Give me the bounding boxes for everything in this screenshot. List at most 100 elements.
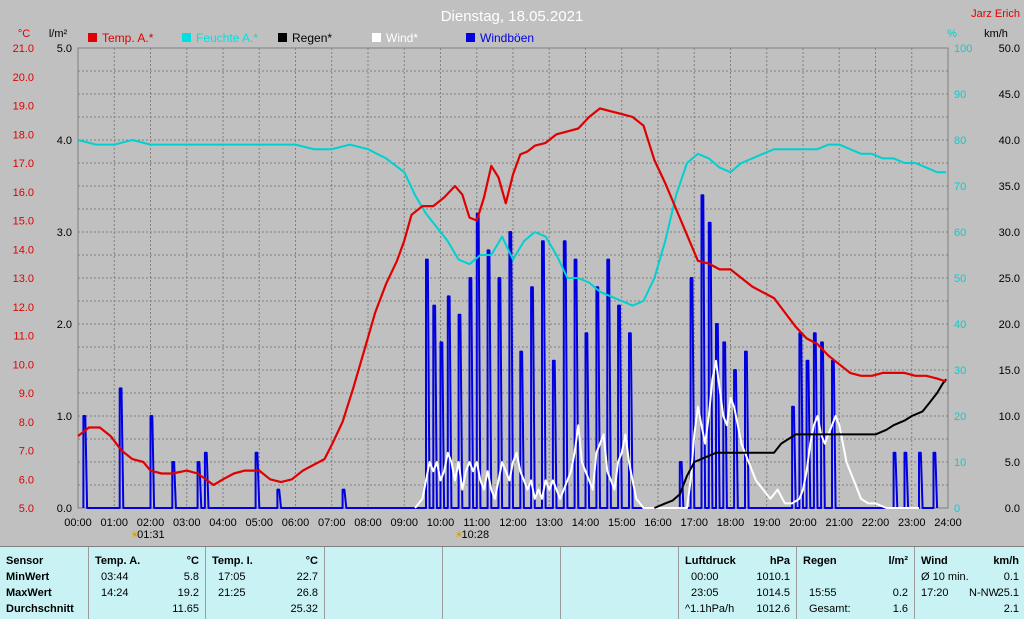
temp-tick-label: 7.0 [19,446,34,458]
wind-tick-label: 35.0 [999,181,1020,193]
sensor-header: Sensor [6,555,44,567]
stats-col-rain: Regen l/m² 15:55 0.2 Gesamt: 1.6 [796,547,914,619]
temp-tick-label: 8.0 [19,417,34,429]
wind-max-value: 25.1 [997,587,1019,599]
legend-swatch-temp-a [88,33,97,42]
x-tick-label: 07:00 [318,517,346,529]
stats-panel: Sensor MinWert MaxWert Durchschnitt Temp… [0,546,1024,619]
marker-icon: ☀ [130,530,139,541]
temp-a-average: 11.65 [172,603,199,615]
chart-series [77,107,947,509]
wind-average: 2.1 [1003,603,1019,615]
temp-tick-label: 21.0 [13,43,34,55]
chart-title: Dienstag, 18.05.2021 [441,8,584,25]
rain-tick-label: 0.0 [57,503,72,515]
humidity-tick-label: 10 [954,457,966,469]
x-tick-label: 18:00 [717,517,745,529]
temp-tick-label: 13.0 [13,273,34,285]
temp-a-unit: °C [186,555,199,567]
stats-col-empty-2 [442,547,560,619]
legend-label-feuchte-a: Feuchte A.* [196,31,258,45]
series-line-temp-a [77,107,947,487]
x-tick-label: 11:00 [463,517,490,529]
temp-tick-label: 18.0 [13,129,34,141]
humidity-tick-label: 0 [954,503,960,515]
row-label-avg: Durchschnitt [6,603,74,615]
marker-icon: ☀ [455,530,464,541]
stats-col-wind: Wind km/h Ø 10 min. 0.1 17:20 N-NW 25.1 2.1 [914,547,1024,619]
temp-tick-label: 9.0 [19,388,34,400]
marker-time-label: 10:28 [462,529,490,541]
row-label-min: MinWert [6,571,50,583]
x-tick-label: 01:00 [100,517,128,529]
legend-swatch-wind [372,33,381,42]
x-tick-label: 16:00 [644,517,672,529]
legend-swatch-windb-en [466,33,475,42]
humidity-axis-unit: % [947,28,957,40]
temp-a-max-time: 14:24 [101,587,129,599]
rain-max-value: 0.2 [892,587,908,599]
x-tick-label: 15:00 [608,517,636,529]
humidity-tick-label: 80 [954,135,966,147]
wind-max-direction: N-NW [969,587,999,599]
pressure-trend: ^1.1hPa/h [685,603,735,615]
x-tick-label: 08:00 [354,517,382,529]
temp-tick-label: 11.0 [13,331,34,343]
x-tick-label: 21:00 [825,517,853,529]
rain-tick-label: 2.0 [57,319,72,331]
stats-col-pressure: Luftdruck hPa 00:00 1010.1 23:05 1014.5 ^1.… [678,547,796,619]
temp-i-unit: °C [305,555,318,567]
wind-tick-label: 5.0 [1005,457,1020,469]
temp-tick-label: 10.0 [13,359,34,371]
temp-i-min-time: 17:05 [218,571,246,583]
pressure-unit: hPa [769,555,790,567]
wind-tick-label: 15.0 [999,365,1020,377]
chart-grid [78,48,948,508]
temp-i-max-time: 21:25 [218,587,246,599]
x-tick-label: 20:00 [789,517,817,529]
x-tick-label: 23:00 [898,517,926,529]
stats-col-sensor: Sensor MinWert MaxWert Durchschnitt [0,547,88,619]
temp-tick-label: 15.0 [13,216,34,228]
temp-tick-label: 20.0 [13,72,34,84]
chart-legend: Temp. A.* Feuchte A.* Regen* Wind* Windböen [88,31,534,45]
humidity-tick-label: 70 [954,181,966,193]
wind-min-value: 0.1 [1003,571,1019,583]
x-tick-label: 17:00 [680,517,708,529]
rain-tick-label: 3.0 [57,227,72,239]
wind-max-time: 17:20 [921,587,949,599]
pressure-header: Luftdruck [685,555,736,567]
humidity-tick-label: 20 [954,411,966,423]
humidity-tick-label: 60 [954,227,966,239]
axis-ticks: 21.0 20.0 19.0 18.0 17.0 16.0 15.0 14.0 13.0 12.0… [13,43,1020,529]
stats-col-empty-1 [324,547,442,619]
x-tick-label: 09:00 [390,517,418,529]
row-label-max: MaxWert [6,587,52,599]
wind-unit: km/h [993,555,1019,567]
series-line-windb-en [82,194,939,509]
weather-chart: Dienstag, 18.05.2021 Jarz Erich °C l/m² … [13,8,1020,541]
rain-unit: l/m² [888,555,908,567]
temp-a-min-time: 03:44 [101,571,129,583]
wind-tick-label: 50.0 [999,43,1020,55]
wind-tick-label: 30.0 [999,227,1020,239]
temp-tick-label: 12.0 [13,302,34,314]
wind-header: Wind [921,555,948,567]
humidity-tick-label: 40 [954,319,966,331]
humidity-tick-label: 90 [954,89,966,101]
pressure-min-time: 00:00 [691,571,719,583]
rain-total-label: Gesamt: [809,603,851,615]
wind-min-label: Ø 10 min. [921,571,969,583]
temp-tick-label: 17.0 [13,158,34,170]
temp-tick-label: 19.0 [13,101,34,113]
x-tick-label: 19:00 [753,517,781,529]
wind-tick-label: 10.0 [999,411,1020,423]
pressure-max-value: 1014.5 [756,587,790,599]
humidity-tick-label: 100 [954,43,972,55]
time-markers: ☀01:31 ☀10:28 [130,529,489,541]
x-tick-label: 04:00 [209,517,237,529]
humidity-tick-label: 30 [954,365,966,377]
x-tick-label: 03:00 [173,517,201,529]
x-tick-label: 02:00 [137,517,165,529]
temp-tick-label: 14.0 [13,244,34,256]
